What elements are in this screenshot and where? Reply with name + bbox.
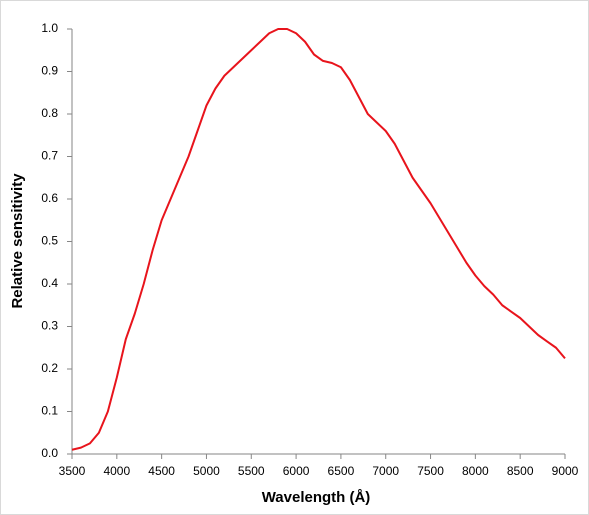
x-tick-label: 7000 bbox=[372, 464, 399, 478]
y-tick-label: 0.1 bbox=[41, 404, 58, 418]
y-axis-title: Relative sensitivity bbox=[9, 173, 26, 309]
x-axis-title: Wavelength (Å) bbox=[262, 489, 371, 506]
x-tick-label: 6500 bbox=[328, 464, 355, 478]
x-tick-label: 8000 bbox=[462, 464, 489, 478]
y-tick-label: 0.6 bbox=[41, 191, 58, 205]
x-tick-label: 4500 bbox=[148, 464, 175, 478]
x-tick-label: 9000 bbox=[552, 464, 579, 478]
x-tick-label: 4000 bbox=[103, 464, 130, 478]
x-tick-label: 7500 bbox=[417, 464, 444, 478]
y-tick-label: 0.3 bbox=[41, 319, 58, 333]
y-tick-label: 0.2 bbox=[41, 361, 58, 375]
x-tick-label: 6000 bbox=[283, 464, 310, 478]
y-tick-label: 0.9 bbox=[41, 64, 58, 78]
y-tick-label: 0.7 bbox=[41, 149, 58, 163]
x-tick-label: 3500 bbox=[59, 464, 86, 478]
data-line bbox=[71, 28, 566, 451]
y-tick-label: 0.0 bbox=[41, 446, 58, 460]
y-tick-label: 0.8 bbox=[41, 106, 58, 120]
x-tick-label: 8500 bbox=[507, 464, 534, 478]
x-tick-label: 5000 bbox=[193, 464, 220, 478]
y-tick-label: 0.4 bbox=[41, 276, 58, 290]
y-tick-label: 1.0 bbox=[41, 21, 58, 35]
x-tick-label: 5500 bbox=[238, 464, 265, 478]
y-tick-label: 0.5 bbox=[41, 234, 58, 248]
